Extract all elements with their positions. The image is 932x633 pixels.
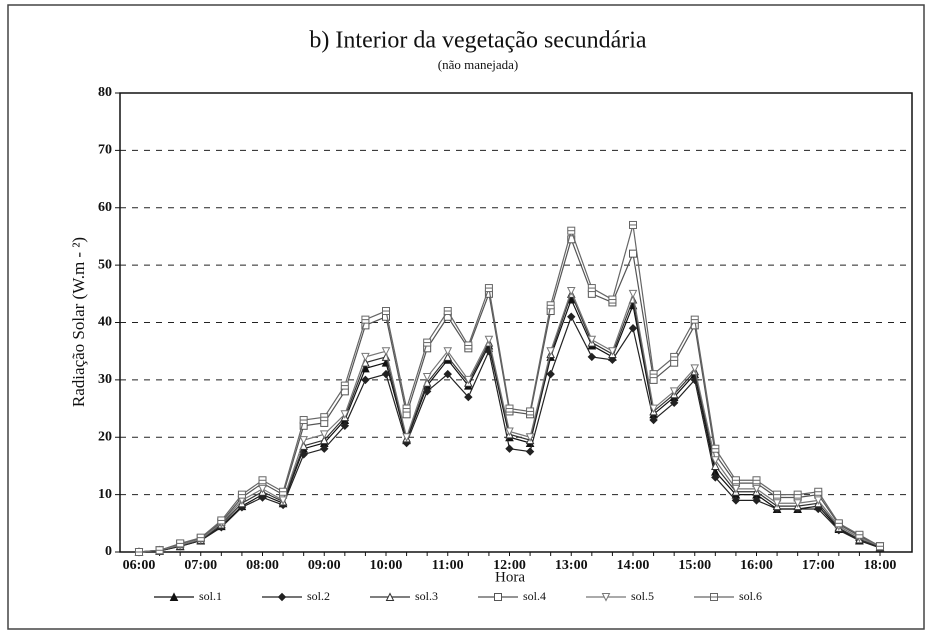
marker [772, 499, 782, 508]
legend-label: sol.4 [523, 589, 546, 603]
x-tick-label: 17:00 [802, 558, 835, 573]
marker [340, 421, 350, 430]
y-tick-label: 40 [98, 315, 112, 330]
marker [319, 430, 329, 439]
marker [601, 593, 611, 602]
marker [546, 347, 555, 356]
marker [649, 404, 658, 414]
marker [361, 375, 370, 385]
marker [464, 375, 473, 385]
marker [443, 347, 453, 356]
marker [381, 369, 391, 379]
marker [669, 387, 679, 396]
legend-label: sol.3 [415, 589, 438, 603]
marker [258, 484, 267, 494]
marker [277, 592, 287, 602]
marker [484, 335, 494, 345]
marker [385, 592, 395, 601]
y-tick-label: 30 [98, 372, 112, 387]
marker [299, 436, 308, 445]
marker [567, 312, 576, 321]
chart-subtitle: (não manejada) [438, 57, 518, 72]
marker [608, 347, 617, 356]
y-tick-label: 60 [98, 200, 112, 215]
chart-title: b) Interior da vegetação secundária [309, 28, 646, 54]
marker [443, 369, 452, 379]
marker [361, 352, 370, 362]
legend-label: sol.5 [631, 589, 654, 603]
marker [669, 398, 679, 408]
x-tick-label: 16:00 [740, 558, 773, 573]
marker [505, 427, 514, 437]
marker [731, 496, 741, 505]
marker [566, 286, 576, 296]
marker [628, 324, 638, 333]
y-axis-label: Radiação Solar (W.m - ²) [69, 237, 88, 407]
marker [340, 410, 350, 419]
marker [464, 392, 473, 402]
x-tick-label: 13:00 [555, 558, 588, 573]
plot-area [119, 92, 913, 553]
marker [628, 289, 638, 299]
marker [169, 592, 179, 601]
x-tick-label: 09:00 [308, 558, 341, 573]
y-tick-label: 50 [98, 257, 112, 272]
y-tick-label: 0 [105, 544, 112, 559]
x-tick-label: 06:00 [123, 558, 156, 573]
marker [546, 369, 555, 379]
x-tick-label: 11:00 [432, 558, 464, 573]
x-tick-label: 10:00 [370, 558, 403, 573]
marker [752, 496, 761, 505]
marker [711, 473, 720, 482]
x-tick-label: 15:00 [678, 558, 711, 573]
x-axis-label: Hora [495, 569, 525, 585]
legend-label: sol.6 [739, 589, 762, 603]
marker [649, 415, 658, 425]
marker [320, 444, 329, 453]
marker [752, 484, 761, 494]
marker [402, 433, 411, 442]
frame [7, 4, 925, 630]
marker [629, 249, 637, 258]
marker [505, 444, 514, 453]
marker [525, 447, 535, 456]
y-tick-label: 20 [98, 429, 112, 444]
marker [587, 335, 597, 345]
marker [587, 352, 597, 362]
x-tick-label: 14:00 [617, 558, 650, 573]
marker [711, 456, 720, 465]
y-tick-label: 70 [98, 143, 112, 158]
series-line [138, 297, 881, 553]
series-line [138, 289, 881, 553]
y-tick-label: 10 [98, 487, 112, 502]
marker [443, 352, 453, 361]
marker [731, 484, 741, 494]
series-line [138, 292, 881, 553]
x-tick-label: 08:00 [246, 558, 279, 573]
legend-label: sol.2 [307, 589, 330, 603]
x-tick-label: 12:00 [493, 558, 526, 573]
x-tick-label: 07:00 [184, 558, 217, 573]
marker [813, 496, 823, 505]
marker [690, 364, 700, 374]
marker [525, 433, 535, 442]
marker [278, 496, 288, 505]
x-tick-label: 18:00 [864, 558, 897, 573]
marker [793, 499, 802, 508]
marker [381, 347, 391, 356]
y-tick-label: 80 [98, 85, 112, 100]
legend-label: sol.1 [199, 589, 222, 603]
marker [319, 435, 329, 445]
marker [422, 373, 432, 382]
marker [711, 461, 720, 470]
marker [494, 593, 502, 601]
